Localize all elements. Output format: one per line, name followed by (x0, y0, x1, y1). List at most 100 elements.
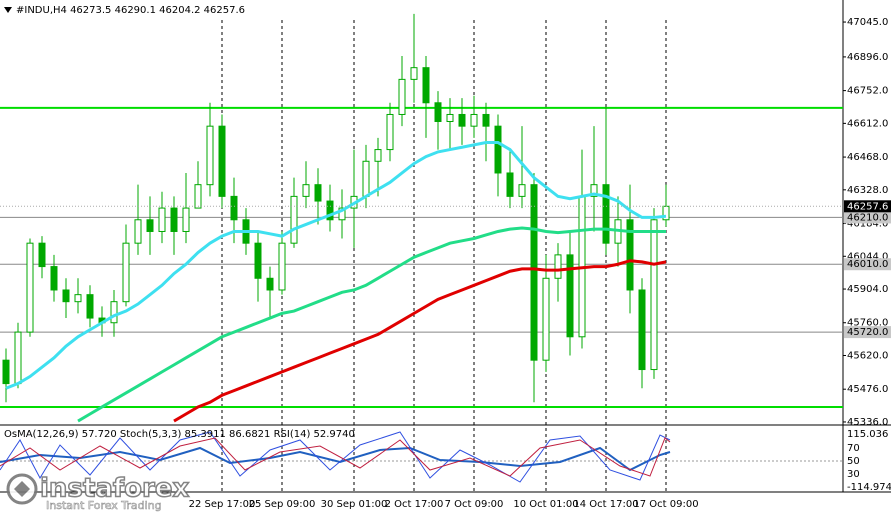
menu-arrow (4, 7, 12, 13)
candle-body (542, 277, 550, 361)
watermark-tagline: Instant Forex Trading (46, 499, 162, 512)
moving-average (173, 259, 667, 423)
y-tick-label: 46044.0 (847, 251, 888, 262)
osma-signal (0, 446, 671, 472)
indicator-axis-label: 115.036 (847, 429, 888, 440)
candle-body (482, 113, 490, 127)
plot (0, 13, 843, 423)
candle-body (434, 102, 442, 122)
candle-body (362, 160, 370, 197)
moving-average (5, 141, 667, 390)
stoch-line (0, 431, 671, 483)
candle-body (530, 184, 538, 361)
candle-body (446, 113, 454, 122)
indicator-panel: OsMA(12,26,9) 57.720 Stoch(5,3,3) 85.391… (0, 429, 891, 493)
candle-body (326, 200, 334, 221)
candle-body (422, 67, 430, 104)
indicator-axis-label: 50 (847, 456, 860, 467)
candle-body (302, 184, 310, 197)
candle-body (194, 184, 202, 209)
y-tick-label: 45760.0 (847, 318, 888, 329)
x-tick-label: 22 Sep 17:00 (189, 499, 256, 510)
y-tick-label: 45620.0 (847, 351, 888, 362)
marked-level-label: 46010.0 (847, 259, 888, 270)
x-tick-label: 14 Oct 17:00 (573, 499, 638, 510)
chart-title: #INDU,H4 46273.5 46290.1 46204.2 46257.6 (16, 5, 245, 16)
candle-body (122, 242, 130, 303)
candle-body (182, 207, 190, 232)
candle-body (650, 219, 658, 371)
indicator-axis-label: -114.974 (847, 482, 891, 493)
x-tick-label: 17 Oct 09:00 (633, 499, 698, 510)
y-tick-label: 46328.0 (847, 185, 888, 196)
x-tick-label: 10 Oct 01:00 (513, 499, 578, 510)
candle-body (74, 294, 82, 303)
candle-body (386, 113, 394, 151)
candle-body (626, 219, 634, 291)
marked-level-label: 46210.0 (847, 212, 888, 223)
candle-body (494, 125, 502, 174)
candle-body (50, 266, 58, 291)
indicator-axis-label: 30 (847, 469, 860, 480)
last-price-box (844, 200, 891, 213)
y-tick-label: 45476.0 (847, 384, 888, 395)
candle-body (458, 113, 466, 127)
candle-body (338, 207, 346, 221)
candle-body (410, 67, 418, 80)
x-tick-label: 30 Sep 01:00 (321, 499, 388, 510)
candle-body (602, 184, 610, 244)
candle-body (290, 195, 298, 244)
candle-body (14, 331, 22, 385)
candle-body (230, 195, 238, 221)
candle-body (110, 301, 118, 324)
candle-body (158, 207, 166, 232)
y-tick-label: 46896.0 (847, 52, 888, 63)
watermark-brand: instaforex (40, 474, 190, 504)
candle-body (206, 125, 214, 186)
candle-body (590, 184, 598, 197)
candle-body (38, 242, 46, 268)
marked-level-box (844, 258, 891, 271)
candle-body (62, 289, 70, 303)
candle-body (314, 184, 322, 202)
candle-body (374, 149, 382, 162)
y-tick-label: 46468.0 (847, 152, 888, 163)
last-price-label: 46257.6 (847, 201, 888, 212)
candle-body (470, 113, 478, 127)
candle-body (398, 78, 406, 115)
candle-body (134, 219, 142, 244)
y-tick-label: 47045.0 (847, 17, 888, 28)
candle-body (278, 242, 286, 291)
candle-body (146, 219, 154, 232)
candle-body (218, 125, 226, 197)
indicator-legend: OsMA(12,26,9) 57.720 Stoch(5,3,3) 85.391… (4, 429, 355, 440)
y-tick-label: 46752.0 (847, 86, 888, 97)
moving-average (77, 226, 666, 423)
candle-body (26, 242, 34, 333)
candle-body (170, 207, 178, 232)
candle-body (566, 254, 574, 338)
watermark: instaforex Instant Forex Trading (6, 473, 190, 512)
candle-body (518, 184, 526, 197)
x-tick-label: 7 Oct 09:00 (445, 499, 504, 510)
y-tick-label: 45904.0 (847, 284, 888, 295)
marked-level-label: 45720.0 (847, 327, 888, 338)
candle-body (266, 277, 274, 291)
x-tick-label: 2 Oct 17:00 (385, 499, 444, 510)
candle-body (2, 359, 10, 385)
y-tick-label: 46184.0 (847, 219, 888, 230)
x-tick-label: 25 Sep 09:00 (249, 499, 316, 510)
marked-level-box (844, 326, 891, 339)
rsi-line (0, 437, 671, 477)
y-tick-label: 46612.0 (847, 118, 888, 129)
indicator-axis-label: 70 (847, 443, 860, 454)
y-tick-label: 45336.0 (847, 417, 888, 428)
candle-body (254, 242, 262, 279)
candle-body (506, 172, 514, 197)
watermark-logo-mark (14, 481, 30, 497)
candle-body (638, 289, 646, 371)
candle-body (86, 294, 94, 319)
candle-body (554, 254, 562, 279)
